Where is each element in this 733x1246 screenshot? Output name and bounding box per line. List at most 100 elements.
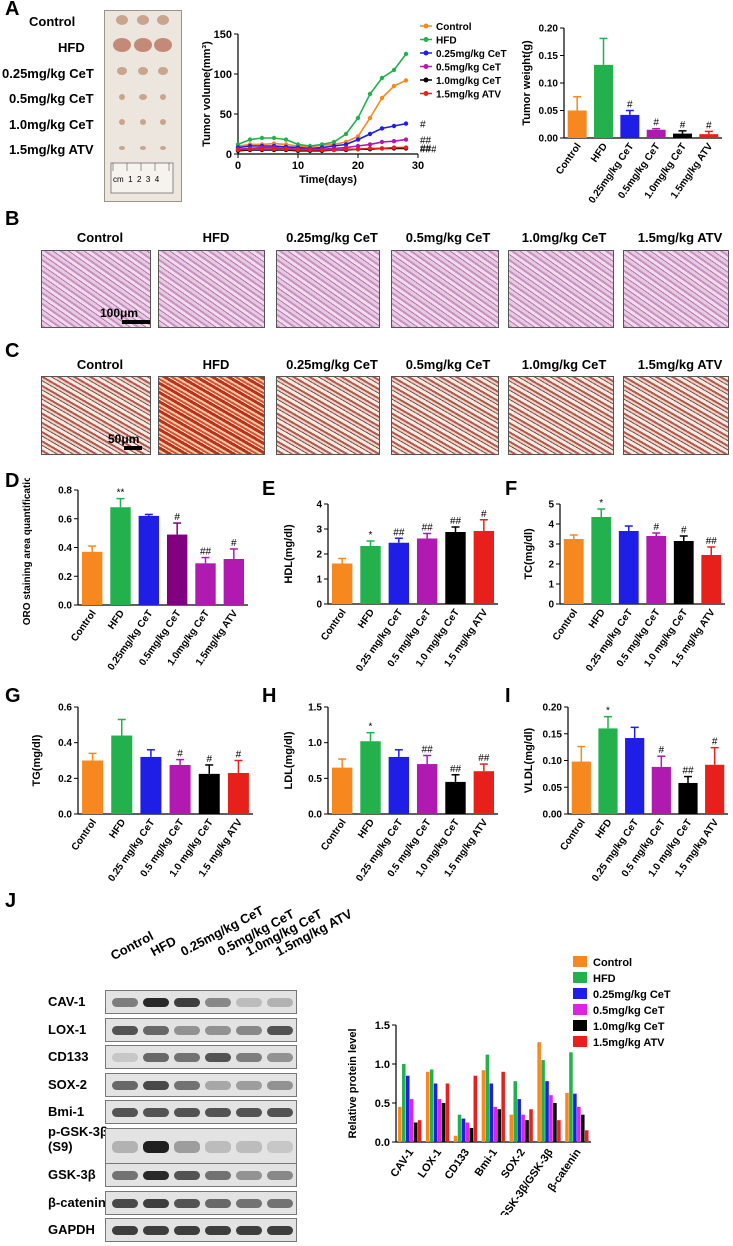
significance-mark: # <box>177 749 183 760</box>
legend-swatch <box>573 1004 587 1015</box>
bar <box>461 1118 466 1142</box>
bar <box>473 1075 478 1142</box>
significance-mark: # <box>706 120 712 131</box>
data-point <box>355 137 361 142</box>
bar <box>405 1075 410 1142</box>
category-label: LOX-1 <box>416 1147 444 1180</box>
y-axis-label: TG(mg/dl) <box>31 734 43 786</box>
significance-mark: ## <box>420 144 432 155</box>
legend-label: 1.0mg/kg CeT <box>436 76 501 87</box>
bar <box>581 1114 585 1142</box>
blot-band <box>267 1198 293 1208</box>
category-label: Control <box>551 607 581 643</box>
legend-marker <box>423 64 429 69</box>
panel-label-c: C <box>5 340 20 362</box>
bar <box>441 1103 446 1142</box>
bar <box>541 1060 545 1142</box>
bar <box>557 1120 561 1142</box>
bar <box>489 1083 494 1142</box>
blot-band <box>174 1108 200 1117</box>
y-tick-label: 3 <box>316 525 322 536</box>
bar <box>433 1083 438 1142</box>
bar <box>417 1120 422 1142</box>
y-axis-label: Relative protein level <box>347 1028 359 1138</box>
category-label: HFD <box>107 817 128 840</box>
blot-band <box>236 1226 262 1235</box>
he-header-control: Control <box>76 230 124 245</box>
significance-mark: ## <box>200 547 212 558</box>
blot-strip <box>105 1100 297 1124</box>
bar <box>140 756 162 814</box>
y-tick-label: 0.00 <box>543 810 563 821</box>
blot-row-label: GSK-3β <box>48 1167 96 1182</box>
blot-band <box>112 1080 138 1090</box>
panel-label-d: D <box>5 470 20 492</box>
blot-band <box>174 1025 200 1035</box>
bar <box>473 531 495 604</box>
category-label: HFD <box>594 817 615 840</box>
bar <box>591 517 612 604</box>
data-point <box>379 95 385 101</box>
bar <box>402 1064 406 1142</box>
bar <box>360 546 381 604</box>
data-point <box>259 147 265 152</box>
data-point <box>403 121 409 126</box>
data-point <box>367 131 373 137</box>
bar <box>195 563 216 605</box>
photo-label-05: 0.5mg/kg CeT <box>9 91 94 106</box>
significance-mark: # <box>420 120 426 131</box>
significance-mark: ## <box>422 745 434 756</box>
bar <box>625 738 645 814</box>
oro-header-025: 0.25mg/kg CeT <box>286 357 378 372</box>
oro-image-10 <box>508 376 614 455</box>
data-point <box>379 146 385 151</box>
panel-label-b: B <box>5 208 20 230</box>
blot-band <box>205 1053 231 1062</box>
blot-band <box>112 1140 138 1153</box>
bar <box>227 772 249 814</box>
data-point <box>391 83 397 89</box>
data-point <box>247 137 253 142</box>
blot-band <box>143 1140 169 1153</box>
bar <box>537 1042 541 1142</box>
y-axis-label: LDL(mg/dl) <box>283 731 295 789</box>
legend-label: 1.5mg/kg ATV <box>436 90 501 101</box>
data-point <box>367 146 373 151</box>
y-tick-label: 0.5 <box>308 774 322 785</box>
bar <box>513 1081 518 1142</box>
y-tick-label: 0.0 <box>58 810 72 821</box>
data-point <box>343 142 349 147</box>
blot-band <box>267 1025 293 1035</box>
y-axis-label: Tumor weight(g) <box>521 40 533 126</box>
legend-label: 0.5mg/kg CeT <box>593 1005 665 1017</box>
panel-label-f: F <box>505 478 518 500</box>
significance-mark: ## <box>422 523 434 534</box>
bar <box>701 555 722 604</box>
data-point <box>391 123 397 129</box>
blot-band <box>112 1108 138 1117</box>
bar <box>678 782 698 814</box>
bar <box>138 515 160 605</box>
blot-band <box>236 1198 262 1208</box>
category-label: Control <box>319 607 349 643</box>
bar <box>569 1052 573 1142</box>
data-point <box>403 145 409 150</box>
significance-mark: # <box>681 525 687 536</box>
y-tick-label: 0.4 <box>58 738 72 749</box>
bar <box>388 542 410 604</box>
significance-mark: ## <box>706 536 718 547</box>
bar <box>331 767 353 814</box>
data-point <box>367 91 373 97</box>
y-tick-label: 0.2 <box>58 572 72 583</box>
blot-row-label: p-GSK-3β (S9) <box>48 1123 108 1154</box>
y-tick-label: 0.8 <box>58 486 72 497</box>
bar <box>567 110 587 138</box>
y-axis-label: VLDL(mg/dl) <box>523 727 535 793</box>
data-point <box>391 67 397 73</box>
blot-band <box>143 998 169 1007</box>
data-point <box>403 51 409 57</box>
data-point <box>391 139 397 144</box>
category-label: HFD <box>589 141 610 164</box>
